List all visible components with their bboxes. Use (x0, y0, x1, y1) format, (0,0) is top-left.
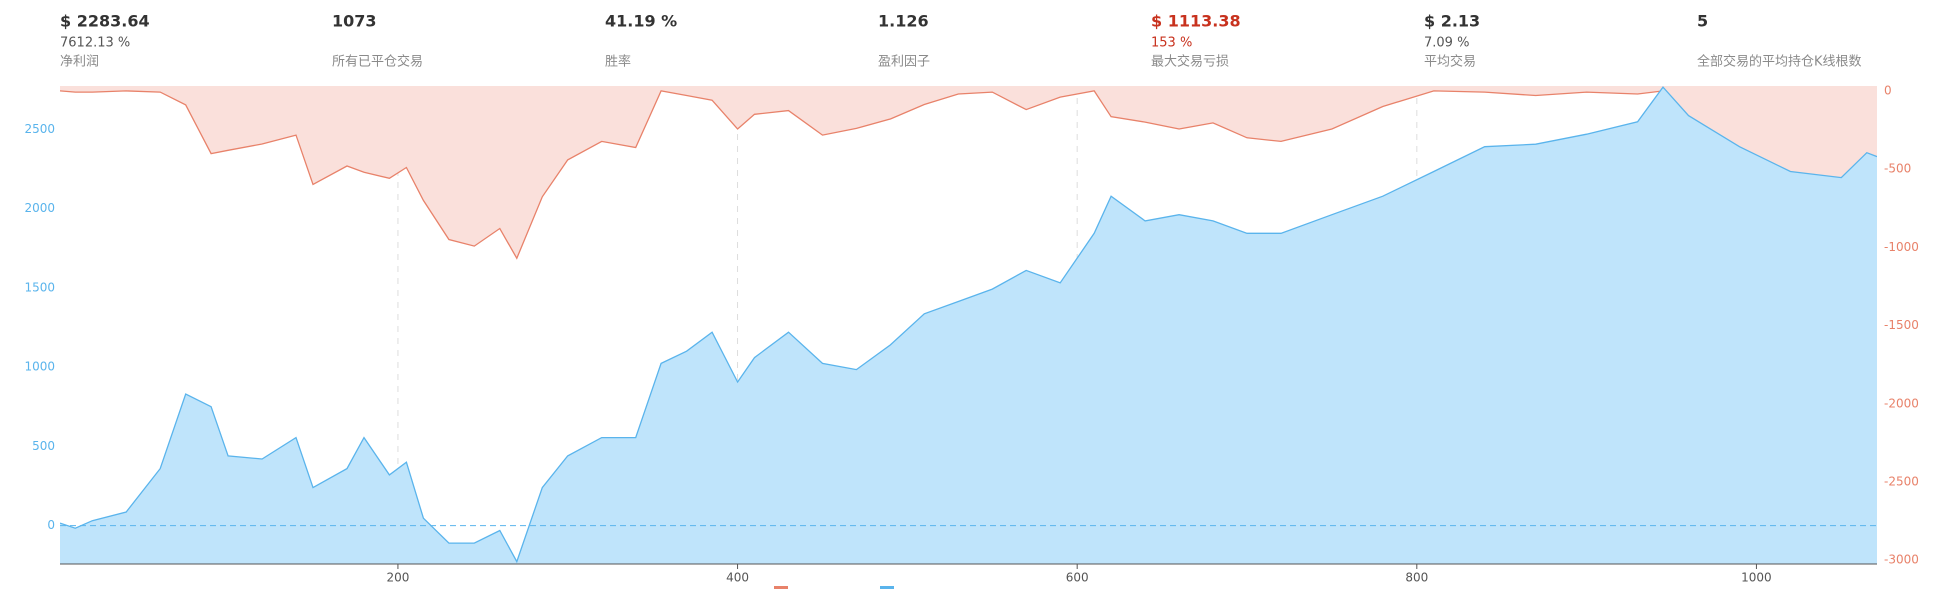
stat-value: 41.19 % (605, 12, 677, 31)
stat-sub: 153 % (1151, 36, 1192, 51)
stat-sub: 7612.13 % (60, 36, 130, 51)
axes: 200 400 600 800 1000 0 500 1000 1500 2000 2500 0 -50… (24, 83, 1918, 584)
stat-label: 最大交易亏损 (1151, 54, 1229, 70)
stat-value: 1.126 (878, 12, 929, 31)
y2-tick-label: 0 (1884, 83, 1892, 97)
x-tick-label: 200 (386, 571, 409, 585)
stat-label: 所有已平仓交易 (332, 54, 423, 70)
x-tick-label: 400 (726, 571, 749, 585)
y-tick-label: 1500 (24, 280, 55, 294)
equity-line (60, 86, 1877, 564)
plot (60, 86, 1877, 564)
y2-tick-label: -500 (1884, 162, 1911, 176)
x-tick-label: 1000 (1741, 571, 1772, 585)
y2-tick-label: -2000 (1884, 396, 1919, 410)
stat-label: 全部交易的平均持仓K线根数 (1697, 54, 1862, 70)
stat-label: 净利润 (60, 55, 99, 70)
x-tick-label: 800 (1405, 571, 1428, 585)
legend-swatch (880, 586, 894, 589)
drawdown-line (60, 90, 1877, 260)
equity-area (60, 87, 1877, 564)
drawdown-area (60, 86, 1877, 259)
y-tick-label: 0 (47, 518, 55, 532)
stats-header: $ 2283.64 7612.13 % 净利润 1073 所有已平仓交易 41.19 % 胜… (60, 12, 1862, 70)
stat-value: 1073 (332, 12, 377, 31)
y-tick-label: 500 (32, 439, 55, 453)
stat-value: 5 (1697, 12, 1708, 31)
y2-tick-label: -1500 (1884, 318, 1919, 332)
stat-value: $ 2.13 (1424, 12, 1480, 31)
y2-tick-label: -1000 (1884, 240, 1919, 254)
y2-tick-label: -3000 (1884, 553, 1919, 567)
y2-tick-label: -2500 (1884, 475, 1919, 489)
stat-label: 胜率 (605, 54, 631, 70)
stat-sub: 7.09 % (1424, 36, 1469, 51)
legend-swatch (774, 586, 788, 589)
stat-label: 平均交易 (1424, 54, 1476, 70)
y-tick-label: 1000 (24, 360, 55, 374)
x-tick-label: 600 (1066, 571, 1089, 585)
stat-label: 盈利因子 (878, 55, 930, 70)
stat-value: $ 1113.38 (1151, 12, 1241, 31)
stat-value: $ 2283.64 (60, 12, 150, 31)
y-tick-label: 2500 (24, 122, 55, 136)
y-tick-label: 2000 (24, 201, 55, 215)
